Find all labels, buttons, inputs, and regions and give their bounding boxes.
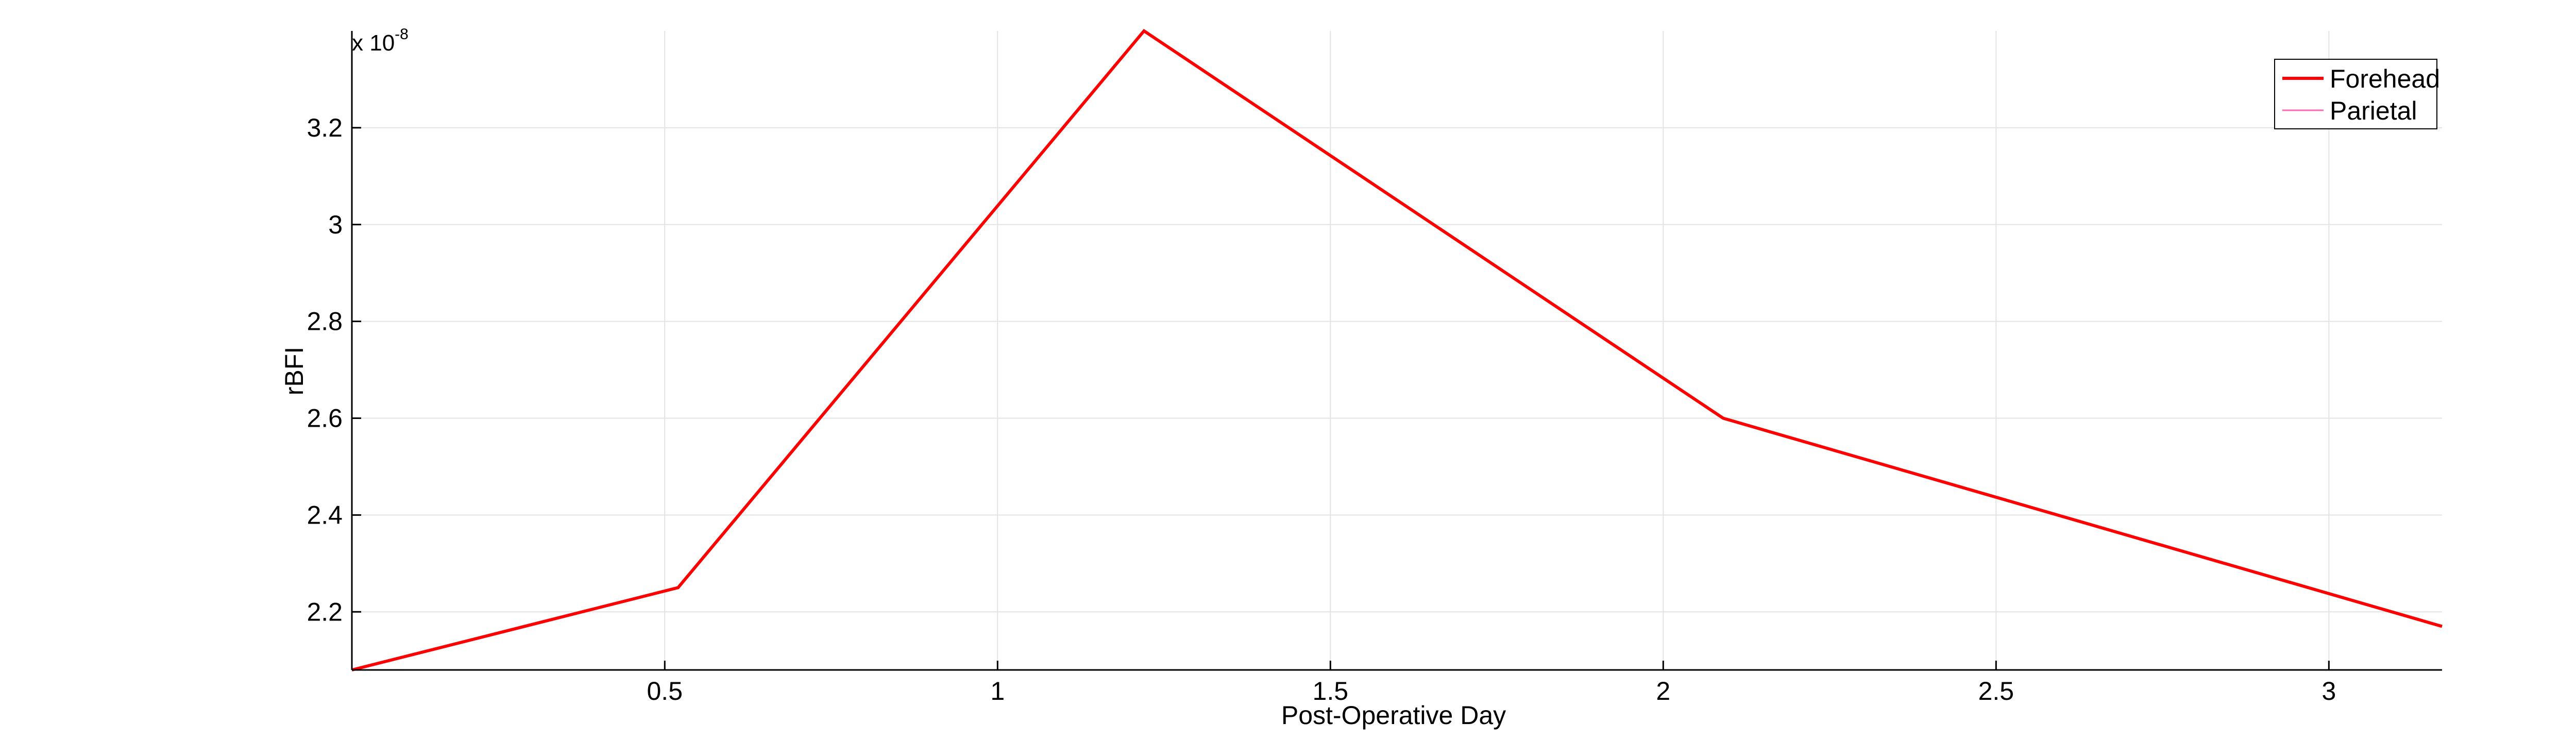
y-exponent-label: x 10-8 [352, 26, 409, 56]
y-tick-label: 3 [328, 210, 343, 239]
y-tick-label: 2.4 [307, 500, 343, 529]
legend-label-forehead: Forehead [2330, 64, 2440, 93]
y-tick-label: 2.6 [307, 404, 343, 433]
y-tick-label: 2.2 [307, 597, 343, 626]
grid-lines [352, 31, 2442, 670]
legend: Forehead Parietal [2274, 59, 2440, 129]
y-exponent-base: x 10 [352, 30, 395, 56]
plot-background [352, 31, 2442, 670]
x-tick-label: 1 [990, 677, 1005, 705]
x-axis-label: Post-Operative Day [1281, 701, 1506, 730]
y-tick-label: 3.2 [307, 113, 343, 142]
x-tick-label: 2.5 [1978, 677, 2014, 705]
axis-ticks: 0.5 1 1.5 2 2.5 3 2.2 2.4 2.6 2.8 3 3.2 [307, 113, 2336, 705]
x-tick-label: 1.5 [1313, 677, 1349, 705]
x-tick-label: 2 [1656, 677, 1670, 705]
x-tick-label: 0.5 [647, 677, 683, 705]
series-lines [351, 29, 2443, 671]
x-tick-label: 3 [2321, 677, 2336, 705]
y-axis-label: rBFI [280, 347, 309, 395]
legend-box [2274, 59, 2437, 129]
y-exponent-power: -8 [395, 26, 409, 43]
series-line-forehead [351, 29, 2443, 671]
legend-label-parietal: Parietal [2330, 96, 2417, 125]
y-tick-label: 2.8 [307, 307, 343, 336]
